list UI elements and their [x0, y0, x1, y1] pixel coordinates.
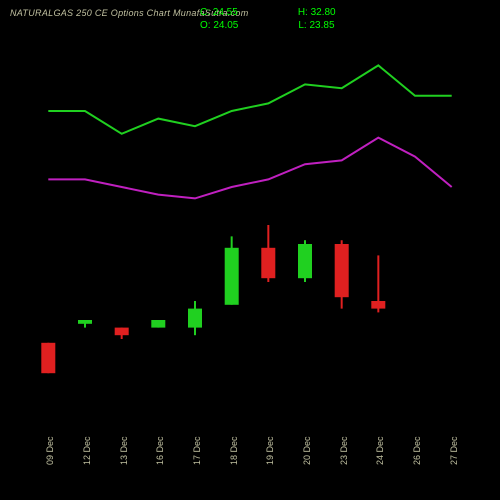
ohlc-high: H: 32.80: [298, 6, 336, 19]
x-axis-label: 13 Dec: [119, 436, 129, 465]
x-axis-label: 17 Dec: [192, 436, 202, 465]
x-axis-label: 18 Dec: [229, 436, 239, 465]
line-series: [48, 65, 451, 133]
x-axis-label: 27 Dec: [449, 436, 459, 465]
x-axis-labels: 09 Dec 12 Dec 13 Dec 16 Dec 17 Dec 18 Dec 19 D…: [30, 420, 470, 490]
chart-svg: [30, 35, 470, 415]
ohlc-readout: C: 24.55 H: 32.80 O: 24.05 L: 23.85: [200, 6, 336, 32]
candle-body: [78, 320, 92, 324]
candle-body: [261, 248, 275, 278]
x-axis-label: 20 Dec: [302, 436, 312, 465]
x-axis-label: 24 Dec: [375, 436, 385, 465]
candle-body: [298, 244, 312, 278]
candle-body: [335, 244, 349, 297]
x-axis-label: 12 Dec: [82, 436, 92, 465]
ohlc-close: C: 24.55: [200, 6, 238, 19]
x-axis-label: 23 Dec: [339, 436, 349, 465]
ohlc-low: L: 23.85: [298, 19, 334, 32]
x-axis-label: 19 Dec: [265, 436, 275, 465]
chart-plot-area: [30, 35, 470, 415]
x-axis-label: 26 Dec: [412, 436, 422, 465]
candle-body: [115, 328, 129, 336]
candle-body: [41, 343, 55, 373]
candle-body: [371, 301, 385, 309]
chart-container: NATURALGAS 250 CE Options Chart MunafaSu…: [0, 0, 500, 500]
candle-body: [188, 309, 202, 328]
x-axis-label: 09 Dec: [45, 436, 55, 465]
line-series: [48, 138, 451, 199]
x-axis-label: 16 Dec: [155, 436, 165, 465]
candle-body: [225, 248, 239, 305]
candle-body: [151, 320, 165, 328]
ohlc-open: O: 24.05: [200, 19, 238, 32]
